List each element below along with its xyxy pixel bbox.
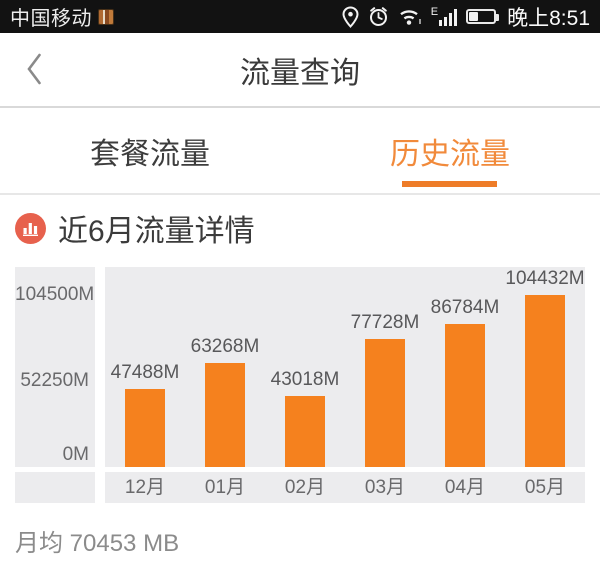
signal-bars-icon [439, 9, 458, 26]
chart-bar [205, 363, 245, 467]
x-tick-label: 04月 [444, 477, 486, 498]
carrier-label: 中国移动 [10, 8, 92, 30]
tab-active-underline [402, 181, 497, 187]
bar-value-label: 86784M [430, 297, 500, 318]
section-header: 近6月流量详情 [0, 195, 600, 261]
location-icon [342, 5, 359, 28]
tab-bar: 套餐流量 历史流量 [0, 108, 600, 195]
x-tick-label: 01月 [204, 477, 246, 498]
bar-value-label: 43018M [270, 369, 340, 390]
chart-x-axis-corner [15, 472, 95, 503]
chevron-left-icon [26, 53, 42, 90]
bar-value-label: 63268M [190, 336, 260, 357]
alarm-clock-icon [368, 6, 389, 27]
bar-value-label: 77728M [350, 312, 420, 333]
tab-history-usage[interactable]: 历史流量 [390, 137, 510, 171]
x-tick-label: 12月 [124, 477, 166, 498]
chart-plot-area: 47488M 63268M 43018M 77728M 86784M 104432M [105, 267, 585, 467]
carrier-badge-icon [98, 8, 114, 25]
chart-bar [125, 389, 165, 467]
chart-bar [525, 295, 565, 467]
chart-footer: 月均 70453 MB [0, 509, 600, 558]
battery-icon [466, 9, 500, 24]
history-usage-chart: 104500M 52250M 0M 47488M 63268M 43018M 77728M… [0, 261, 600, 509]
chart-bar [445, 324, 485, 467]
page-title: 流量查询 [240, 56, 360, 90]
bar-value-label: 47488M [110, 362, 180, 383]
y-tick-label: 104500M [15, 284, 95, 305]
status-bar: 中国移动 E [0, 0, 600, 33]
nav-header: 流量查询 [0, 33, 600, 108]
y-tick-label: 52250M [20, 370, 89, 391]
bar-chart-icon [15, 212, 46, 244]
chart-bar [285, 396, 325, 467]
y-tick-label: 0M [62, 444, 89, 465]
chart-y-axis: 104500M 52250M 0M [15, 267, 95, 467]
x-tick-label: 03月 [364, 477, 406, 498]
chart-x-axis: 12月 01月 02月 03月 04月 05月 [105, 472, 585, 503]
x-tick-label: 05月 [524, 477, 566, 498]
x-tick-label: 02月 [284, 477, 326, 498]
tab-package-usage[interactable]: 套餐流量 [90, 137, 210, 171]
cell-signal-icon: E [430, 6, 458, 26]
wifi-icon [398, 7, 422, 26]
section-title: 近6月流量详情 [58, 215, 255, 248]
bar-value-label: 104432M [505, 268, 585, 289]
network-type-label: E [430, 6, 439, 18]
clock-label: 晚上8:51 [507, 6, 590, 30]
monthly-average-label: 月均 70453 MB [15, 530, 180, 557]
chart-bar [365, 339, 405, 467]
back-button[interactable] [14, 49, 54, 93]
